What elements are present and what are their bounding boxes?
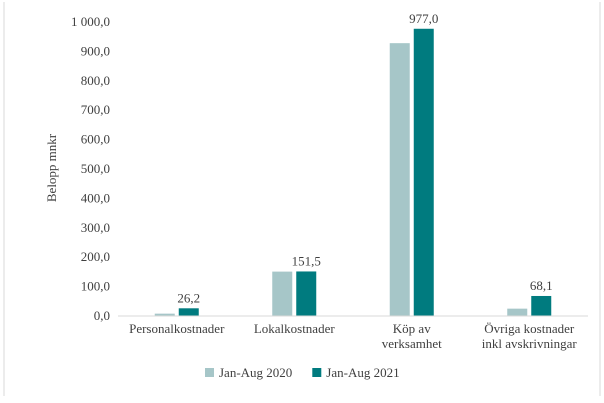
data-label: 977,0: [409, 11, 438, 26]
y-axis-title: Belopp mnkr: [44, 133, 59, 202]
y-tick-label: 1 000,0: [71, 14, 110, 29]
x-axis-labels: Personalkostnader Lokalkostnader Köp avver…: [129, 321, 577, 351]
data-label: 26,2: [177, 290, 200, 305]
bar: [531, 295, 552, 316]
y-tick-label: 200,0: [81, 249, 110, 264]
data-label: 68,1: [530, 278, 553, 293]
y-tick-label: 100,0: [81, 279, 110, 294]
y-tick-label: 300,0: [81, 220, 110, 235]
legend: Jan-Aug 2020 Jan-Aug 2021: [205, 365, 400, 380]
y-axis-ticks: 0,0 100,0 200,0 300,0 400,0 500,0 600,0 700,0 80…: [71, 14, 110, 323]
legend-label: Jan-Aug 2021: [326, 365, 399, 380]
data-label: 151,5: [292, 253, 321, 268]
legend-swatch: [205, 368, 214, 377]
y-tick-label: 0,0: [94, 308, 110, 323]
legend-swatch: [312, 368, 322, 377]
x-tick-label: inkl avskrivningar: [482, 336, 578, 351]
y-tick-label: 500,0: [81, 161, 110, 176]
y-tick-label: 900,0: [81, 43, 110, 58]
x-tick-label: Övriga kostnader: [484, 321, 575, 336]
data-labels: 26,2 151,5 977,0 68,1: [177, 11, 552, 306]
bars: [154, 28, 552, 317]
y-tick-label: 800,0: [81, 73, 110, 88]
y-tick-label: 400,0: [81, 190, 110, 205]
legend-label: Jan-Aug 2020: [219, 365, 292, 380]
bar: [389, 43, 410, 316]
bar: [296, 271, 317, 316]
bar: [154, 313, 175, 316]
x-tick-label: verksamhet: [382, 336, 442, 351]
x-tick-label: Köp av: [393, 321, 431, 336]
x-tick-label: Personalkostnader: [129, 321, 225, 336]
bar: [272, 271, 293, 316]
bar: [507, 308, 528, 316]
x-tick-label: Lokalkostnader: [254, 321, 336, 336]
y-tick-label: 600,0: [81, 132, 110, 147]
y-tick-label: 700,0: [81, 102, 110, 117]
bar: [413, 28, 434, 317]
bar: [178, 308, 199, 316]
